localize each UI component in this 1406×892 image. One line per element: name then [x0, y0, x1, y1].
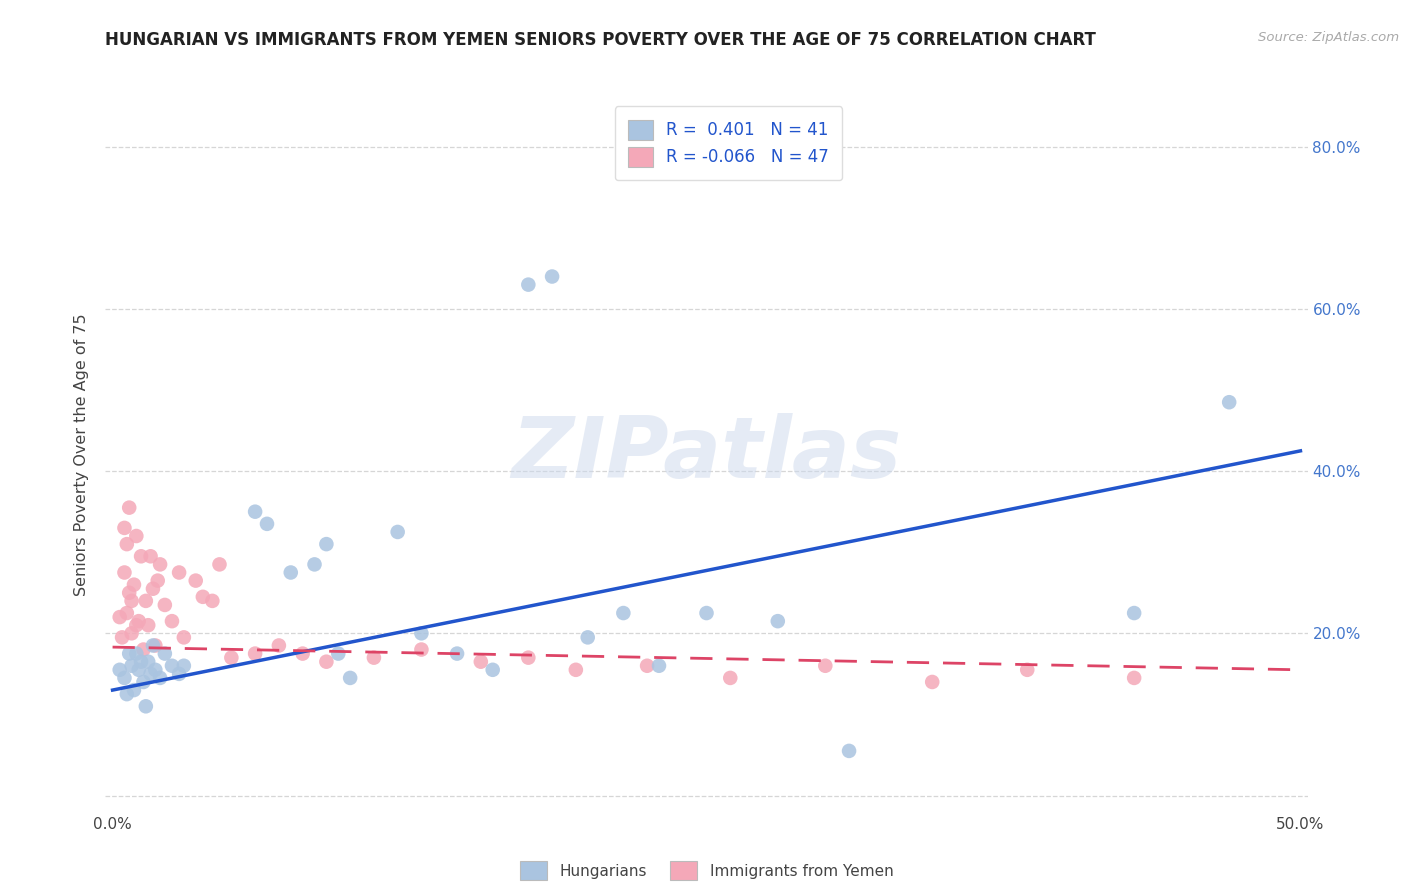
Point [184, 574, 207, 588]
Point [612, 606, 634, 620]
Point [160, 658, 183, 673]
Text: HUNGARIAN VS IMMIGRANTS FROM YEMEN SENIORS POVERTY OVER THE AGE OF 75 CORRELATIO: HUNGARIAN VS IMMIGRANTS FROM YEMEN SENIO… [105, 31, 1097, 49]
Point [387, 524, 409, 539]
Point [291, 647, 314, 661]
Point [1017, 663, 1039, 677]
Point [132, 642, 155, 657]
Point [446, 647, 468, 661]
Point [118, 647, 141, 661]
Point [411, 626, 433, 640]
Point [153, 598, 176, 612]
Point [146, 574, 169, 588]
Point [136, 618, 159, 632]
Point [339, 671, 361, 685]
Point [136, 655, 159, 669]
Point [243, 647, 266, 661]
Y-axis label: Seniors Poverty Over the Age of 75: Seniors Poverty Over the Age of 75 [75, 314, 90, 596]
Point [470, 655, 492, 669]
Point [122, 577, 145, 591]
Point [208, 558, 231, 572]
Point [142, 639, 165, 653]
Point [315, 655, 337, 669]
Point [135, 699, 157, 714]
Point [576, 631, 599, 645]
Point [695, 606, 717, 620]
Point [143, 663, 166, 677]
Point [115, 687, 138, 701]
Point [139, 666, 162, 681]
Point [766, 614, 789, 628]
Point [173, 658, 195, 673]
Point [128, 614, 150, 628]
Point [814, 658, 837, 673]
Point [129, 549, 152, 564]
Point [243, 505, 266, 519]
Point [121, 626, 143, 640]
Point [139, 549, 162, 564]
Point [114, 521, 136, 535]
Point [121, 594, 143, 608]
Point [108, 610, 131, 624]
Text: ZIPatlas: ZIPatlas [512, 413, 901, 497]
Point [129, 655, 152, 669]
Point [315, 537, 337, 551]
Point [115, 606, 138, 620]
Text: Source: ZipAtlas.com: Source: ZipAtlas.com [1258, 31, 1399, 45]
Point [921, 675, 943, 690]
Point [167, 666, 190, 681]
Point [149, 558, 172, 572]
Point [648, 658, 671, 673]
Point [114, 671, 136, 685]
Point [636, 658, 658, 673]
Point [111, 631, 134, 645]
Point [411, 642, 433, 657]
Point [122, 683, 145, 698]
Point [221, 650, 243, 665]
Point [142, 582, 165, 596]
Point [114, 566, 136, 580]
Point [280, 566, 302, 580]
Point [838, 744, 860, 758]
Point [108, 663, 131, 677]
Point [125, 647, 148, 661]
Point [149, 671, 172, 685]
Point [267, 639, 290, 653]
Point [304, 558, 326, 572]
Point [328, 647, 350, 661]
Point [1218, 395, 1240, 409]
Point [125, 618, 148, 632]
Point [191, 590, 214, 604]
Point [132, 675, 155, 690]
Point [363, 650, 385, 665]
Point [118, 586, 141, 600]
Point [135, 594, 157, 608]
Legend: Hungarians, Immigrants from Yemen: Hungarians, Immigrants from Yemen [513, 855, 900, 886]
Point [121, 658, 143, 673]
Point [541, 269, 564, 284]
Point [143, 639, 166, 653]
Point [517, 650, 540, 665]
Point [115, 537, 138, 551]
Point [256, 516, 278, 531]
Point [1123, 671, 1146, 685]
Point [118, 500, 141, 515]
Point [565, 663, 588, 677]
Point [517, 277, 540, 292]
Point [173, 631, 195, 645]
Point [718, 671, 741, 685]
Point [125, 529, 148, 543]
Point [128, 663, 150, 677]
Point [1123, 606, 1146, 620]
Point [167, 566, 190, 580]
Point [201, 594, 224, 608]
Point [153, 647, 176, 661]
Point [160, 614, 183, 628]
Point [481, 663, 503, 677]
